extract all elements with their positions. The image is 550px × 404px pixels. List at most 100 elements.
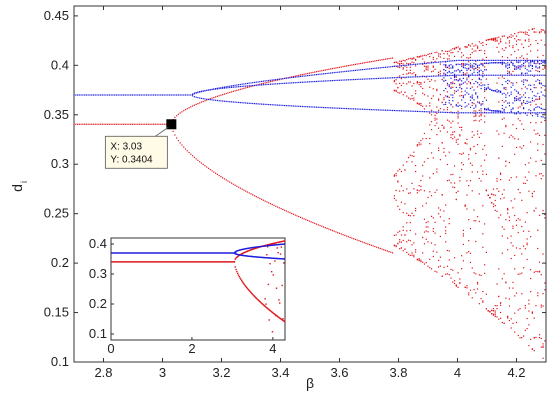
red-point: [415, 210, 417, 212]
inset-blue-point: [268, 257, 270, 259]
red-point: [404, 234, 406, 236]
red-point: [409, 66, 411, 68]
blue-point: [399, 76, 401, 79]
red-point: [508, 161, 511, 164]
red-point: [259, 83, 261, 85]
red-point: [501, 145, 503, 148]
red-point: [496, 283, 498, 285]
red-point: [473, 45, 475, 47]
red-point: [448, 151, 450, 153]
red-point: [507, 237, 509, 239]
red-point: [326, 227, 328, 230]
red-point: [338, 232, 341, 234]
blue-point: [542, 108, 544, 110]
blue-point: [372, 67, 374, 70]
red-point: [453, 136, 456, 138]
blue-point: [395, 77, 397, 79]
blue-point: [446, 60, 449, 62]
inset-red-point: [257, 299, 260, 302]
red-point: [448, 50, 450, 52]
blue-point: [531, 74, 534, 76]
blue-point: [328, 72, 330, 74]
red-point: [469, 45, 472, 47]
red-point: [427, 265, 429, 267]
inset-red-point: [237, 255, 240, 257]
blue-point: [452, 96, 454, 99]
blue-point: [381, 67, 383, 69]
red-point: [533, 100, 535, 102]
blue-point: [469, 69, 472, 71]
red-point: [535, 122, 537, 124]
red-point: [415, 233, 417, 235]
red-point: [436, 168, 438, 170]
red-point: [521, 104, 523, 106]
red-point: [430, 114, 433, 116]
blue-point: [530, 64, 532, 66]
red-point: [415, 59, 417, 61]
red-point: [455, 139, 457, 141]
red-point: [505, 165, 507, 167]
red-point: [537, 271, 539, 273]
blue-point: [531, 65, 534, 67]
blue-point: [510, 61, 512, 63]
red-point: [439, 63, 441, 65]
blue-point: [478, 70, 480, 72]
red-point: [533, 210, 535, 212]
red-point: [184, 109, 187, 111]
red-point: [411, 212, 413, 214]
red-point: [301, 74, 303, 76]
blue-point: [441, 111, 443, 113]
datatip[interactable]: X: 3.03 Y: 0.3404: [104, 119, 177, 169]
red-point: [312, 222, 314, 224]
blue-point: [326, 107, 328, 109]
blue-point: [455, 64, 457, 66]
inset-red-point: [275, 242, 278, 244]
red-point: [528, 40, 530, 42]
inset-red-point: [279, 253, 282, 255]
red-point: [315, 223, 318, 225]
red-point: [521, 293, 523, 295]
red-point: [480, 49, 482, 51]
blue-point: [176, 94, 178, 96]
blue-point: [324, 73, 326, 75]
blue-point: [87, 94, 89, 96]
red-point: [425, 105, 427, 107]
blue-point: [544, 62, 546, 64]
red-point: [273, 204, 275, 206]
red-point: [514, 254, 516, 257]
blue-point: [521, 102, 523, 105]
blue-point: [526, 79, 528, 81]
blue-point: [487, 62, 489, 65]
red-point: [119, 123, 121, 125]
blue-point: [457, 105, 459, 107]
red-point: [485, 190, 488, 192]
red-point: [438, 147, 440, 149]
blue-point: [526, 88, 528, 90]
blue-point: [409, 110, 411, 112]
inset-blue-point: [249, 255, 252, 258]
blue-point: [370, 68, 372, 70]
red-point: [409, 57, 411, 60]
blue-point: [530, 88, 532, 91]
inset-blue-point: [266, 257, 268, 259]
red-point: [475, 114, 477, 116]
blue-point: [503, 88, 505, 90]
red-point: [193, 104, 195, 106]
red-point: [399, 241, 401, 243]
inset-blue-point: [263, 256, 266, 259]
red-point: [177, 139, 180, 142]
inset-red-point: [247, 250, 249, 252]
red-point: [519, 308, 521, 310]
blue-point: [450, 67, 452, 69]
red-point: [441, 194, 443, 196]
blue-point: [533, 62, 535, 64]
blue-point: [184, 94, 187, 96]
blue-point: [457, 68, 459, 71]
blue-point: [462, 72, 464, 74]
red-point: [430, 152, 433, 154]
red-point: [537, 292, 539, 294]
blue-point: [464, 74, 466, 76]
red-point: [450, 182, 452, 184]
red-point: [349, 64, 351, 66]
blue-point: [459, 87, 461, 89]
